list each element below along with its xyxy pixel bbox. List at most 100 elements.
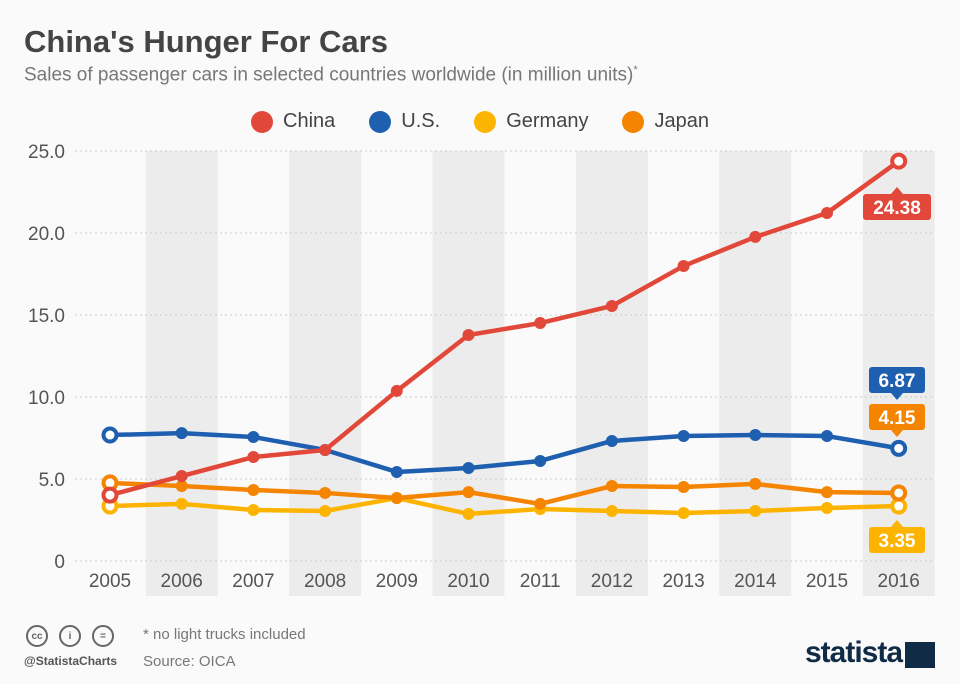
data-point-China [890,152,908,170]
data-point-Germany [319,504,332,517]
data-point-Japan [534,497,547,510]
end-label-pointer [891,430,903,437]
y-tick-label: 15.0 [28,306,65,327]
legend: China U.S. Germany Japan [0,110,960,133]
series-line-Japan [109,480,899,507]
data-point-China [749,230,762,243]
data-point-China [175,470,188,483]
legend-item-china: China [251,110,335,133]
data-point-China [534,317,547,330]
data-point-Japan [390,492,403,505]
x-tick-label: 2014 [734,571,777,592]
nd-icon: = [92,625,114,647]
x-tick-label: 2015 [806,571,848,592]
data-point-Germany [890,497,908,515]
data-point-Germany [677,506,690,519]
data-point-U.S. [390,465,403,478]
twitter-handle: @StatistaCharts [24,654,118,668]
statista-logo-mark [905,642,935,668]
legend-item-us: U.S. [369,110,440,133]
data-point-U.S. [534,454,547,467]
x-tick-label: 2008 [304,571,346,592]
legend-label: U.S. [401,110,441,132]
data-point-Japan [175,480,188,493]
chart-title: China's Hunger For Cars [24,24,388,59]
data-point-U.S. [247,431,260,444]
end-label-pointer [891,393,903,400]
band [719,151,792,596]
data-point-U.S. [749,429,762,442]
x-tick-label: 2009 [376,571,418,592]
x-tick-label: 2005 [89,571,131,592]
end-label-box [869,404,925,430]
legend-label: Germany [506,110,589,132]
x-tick-label: 2013 [662,571,704,592]
chart-subtitle: Sales of passenger cars in selected coun… [24,64,638,86]
end-label-U.S.: 6.87 [879,371,916,392]
data-point-Japan [247,483,260,496]
y-tick-label: 10.0 [28,388,65,409]
source: Source: OICA [143,653,236,670]
legend-swatch [474,110,497,133]
band [145,151,218,596]
end-label-box [869,527,925,553]
subtitle-footnote-mark: * [633,64,638,76]
legend-swatch [369,110,392,133]
data-point-Japan [821,486,833,499]
end-label-box [863,194,931,220]
legend-item-japan: Japan [622,110,709,133]
y-tick-label: 25.0 [28,142,65,163]
data-point-U.S. [677,430,690,443]
footnote: * no light trucks included [143,626,306,643]
x-tick-label: 2011 [520,571,561,592]
series-line-China [109,159,901,498]
data-point-China [677,259,690,272]
legend-swatch [251,110,274,133]
x-tick-label: 2007 [232,571,274,592]
data-point-China [101,486,119,504]
data-point-China [821,206,833,219]
data-point-Japan [677,481,690,494]
end-label-Japan: 4.15 [879,408,916,429]
end-label-pointer [891,520,903,527]
data-point-Germany [821,502,833,515]
legend-swatch [622,110,645,133]
cc-icon: cc [26,625,48,647]
x-tick-label: 2016 [878,571,920,592]
legend-label: China [283,110,336,132]
data-point-Japan [749,477,762,490]
data-point-Germany [462,507,475,520]
data-point-Japan [319,486,332,499]
series-line-U.S. [109,430,900,475]
data-point-Germany [605,504,618,517]
statista-logo[interactable]: statista [805,636,903,669]
data-point-China [247,451,260,464]
data-point-U.S. [821,430,833,443]
series-line-Germany [109,495,899,517]
data-point-U.S. [462,462,475,475]
by-icon: i [59,625,81,647]
data-point-Germany [175,497,188,510]
data-point-China [605,299,618,312]
data-point-Japan [462,486,475,499]
legend-label: Japan [654,110,709,132]
band [432,151,505,596]
band [575,151,648,596]
end-label-pointer [891,187,903,194]
subtitle-text: Sales of passenger cars in selected coun… [24,64,634,86]
y-tick-label: 20.0 [28,224,65,245]
y-tick-label: 0 [54,552,65,573]
data-point-China [319,443,332,456]
end-label-box [869,367,925,393]
end-label-China: 24.38 [873,198,921,219]
data-point-U.S. [890,439,908,457]
data-point-U.S. [101,426,119,444]
data-point-China [462,329,475,342]
band [289,151,362,596]
x-tick-label: 2010 [447,571,489,592]
end-label-Germany: 3.35 [879,531,916,552]
y-tick-label: 5.0 [39,470,65,491]
x-tick-label: 2006 [161,571,203,592]
